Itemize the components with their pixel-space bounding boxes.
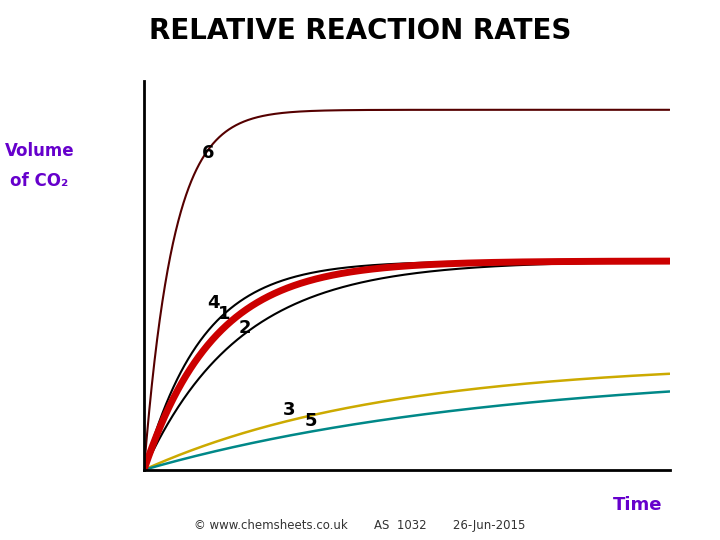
Text: 6: 6 xyxy=(202,144,215,162)
Text: 4: 4 xyxy=(207,294,220,312)
Text: Time: Time xyxy=(613,496,662,514)
Text: 5: 5 xyxy=(305,411,317,430)
Text: © www.chemsheets.co.uk       AS  1032       26-Jun-2015: © www.chemsheets.co.uk AS 1032 26-Jun-20… xyxy=(194,519,526,532)
Text: RELATIVE REACTION RATES: RELATIVE REACTION RATES xyxy=(149,17,571,45)
Text: of CO₂: of CO₂ xyxy=(11,172,68,190)
Text: 2: 2 xyxy=(238,319,251,337)
Text: 3: 3 xyxy=(283,401,296,419)
Text: 1: 1 xyxy=(217,305,230,323)
Text: Volume: Volume xyxy=(5,142,74,160)
